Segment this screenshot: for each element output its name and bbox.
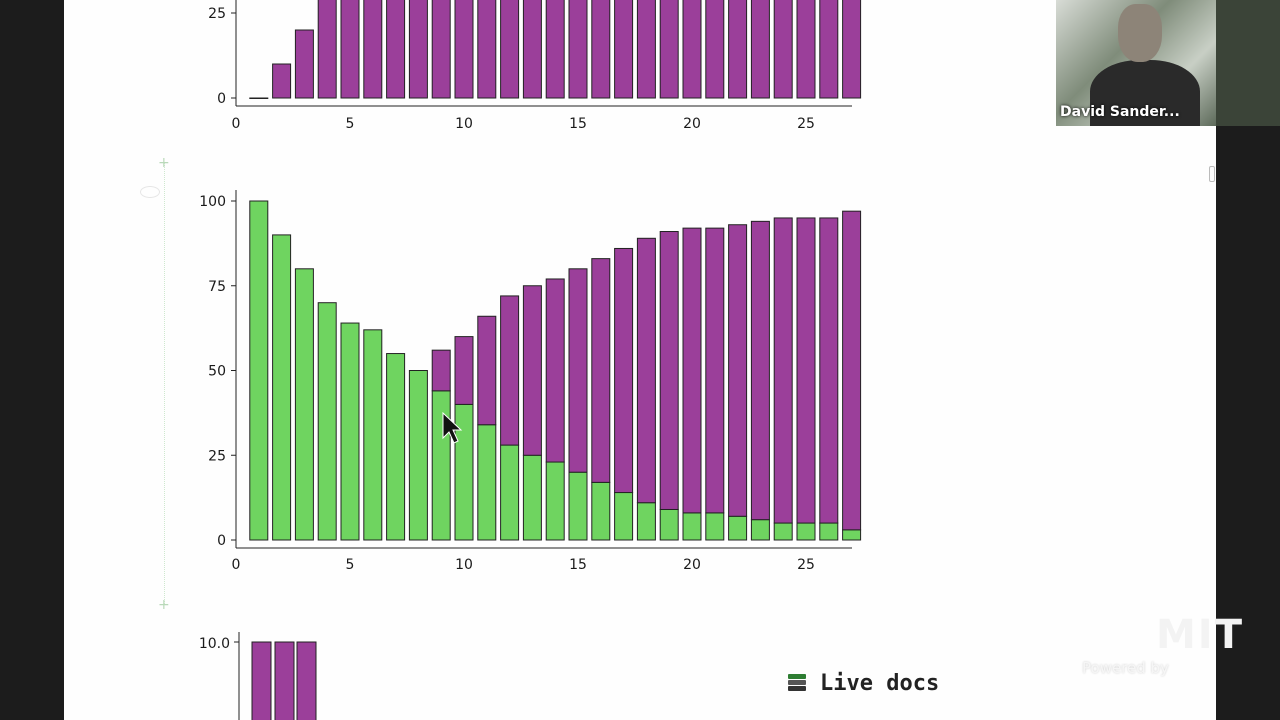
bar: [819, 0, 839, 99]
left-black-bar: [0, 0, 64, 720]
bar: [705, 227, 725, 514]
bar: [386, 0, 406, 99]
y-tick-label: 100: [199, 194, 226, 210]
bar: [591, 0, 611, 99]
y-tick-label: 50: [208, 364, 226, 380]
bar: [773, 0, 793, 99]
participant-name: David Sander...: [1060, 104, 1180, 120]
bar: [750, 220, 770, 521]
y-tick-label: 75: [208, 279, 226, 295]
bar: [249, 97, 269, 99]
bar: [454, 0, 474, 99]
x-tick-label: 25: [797, 116, 815, 132]
x-tick-label: 0: [232, 557, 241, 573]
bar: [614, 247, 634, 494]
bar: [636, 0, 656, 99]
bar: [522, 285, 542, 456]
bar: [659, 0, 679, 99]
bar: [500, 0, 520, 99]
add-cell-above-icon[interactable]: +: [158, 155, 170, 171]
bar: [773, 217, 793, 524]
bar: [249, 200, 269, 541]
books-icon: [788, 674, 808, 692]
cell-rail: [164, 162, 166, 604]
live-docs-label: Live docs: [820, 670, 940, 696]
bar: [796, 217, 816, 524]
bar: [750, 0, 770, 99]
bar: [842, 210, 862, 531]
bar: [431, 349, 451, 392]
bar: [568, 268, 588, 473]
y-tick-label: 25: [208, 6, 226, 22]
x-tick-label: 15: [569, 557, 587, 573]
x-tick-label: 20: [683, 557, 701, 573]
bar: [251, 641, 272, 720]
x-tick-label: 5: [346, 116, 355, 132]
bar: [659, 231, 679, 510]
bar: [545, 278, 565, 463]
person-body: [1090, 60, 1200, 126]
chart-top: 0 5 10 15 20 25 0 25: [208, 0, 862, 132]
bar: [408, 370, 428, 541]
bar: [274, 641, 295, 720]
x-tick-label: 25: [797, 557, 815, 573]
y-tick-label: 10.0: [199, 636, 230, 652]
scroll-indicator: [1209, 166, 1215, 182]
bar: [636, 237, 656, 504]
bar: [614, 0, 634, 99]
right-black-bar: [1216, 126, 1280, 720]
live-docs-button[interactable]: Live docs: [788, 668, 939, 698]
powered-by-text: Powered by: [1082, 659, 1169, 677]
mouse-cursor-icon: [442, 412, 463, 444]
add-cell-below-icon[interactable]: +: [158, 597, 170, 613]
bar: [296, 641, 317, 720]
bar: [477, 315, 497, 426]
y-tick-label: 0: [217, 533, 226, 549]
bar: [363, 329, 383, 541]
bar: [294, 29, 314, 99]
mit-logo: MIT: [1156, 612, 1244, 658]
x-tick-label: 0: [232, 116, 241, 132]
bar: [408, 0, 428, 99]
bar: [386, 353, 406, 541]
person-head: [1118, 4, 1162, 62]
bar: [682, 227, 702, 514]
eye-icon[interactable]: [140, 186, 160, 198]
bar: [272, 63, 292, 99]
x-tick-label: 10: [455, 116, 473, 132]
x-tick-label: 15: [569, 116, 587, 132]
bar: [317, 0, 337, 99]
video-tile[interactable]: David Sander...: [1056, 0, 1216, 126]
chart-main: 0 5 10 15 20 25 0 25 50 75 100: [199, 190, 862, 573]
bar: [705, 0, 725, 99]
y-tick-label: 25: [208, 448, 226, 464]
bar: [545, 0, 565, 99]
bar: [842, 0, 862, 99]
y-tick-label: 0: [217, 91, 226, 107]
bar: [454, 336, 474, 405]
x-tick-label: 5: [346, 557, 355, 573]
bar: [340, 0, 360, 99]
bar: [477, 0, 497, 99]
bar: [294, 268, 314, 541]
bar: [796, 0, 816, 99]
bar: [431, 0, 451, 99]
bar: [682, 0, 702, 99]
x-tick-label: 20: [683, 116, 701, 132]
bar: [728, 224, 748, 517]
x-tick-label: 10: [455, 557, 473, 573]
bar: [819, 217, 839, 524]
bar: [568, 0, 588, 99]
bar: [272, 234, 292, 541]
bar: [522, 0, 542, 99]
bar: [317, 302, 337, 541]
video-side-panel: [1216, 0, 1280, 126]
bar: [363, 0, 383, 99]
bar: [500, 295, 520, 446]
bar: [591, 258, 611, 483]
bar: [340, 322, 360, 541]
bar: [728, 0, 748, 99]
